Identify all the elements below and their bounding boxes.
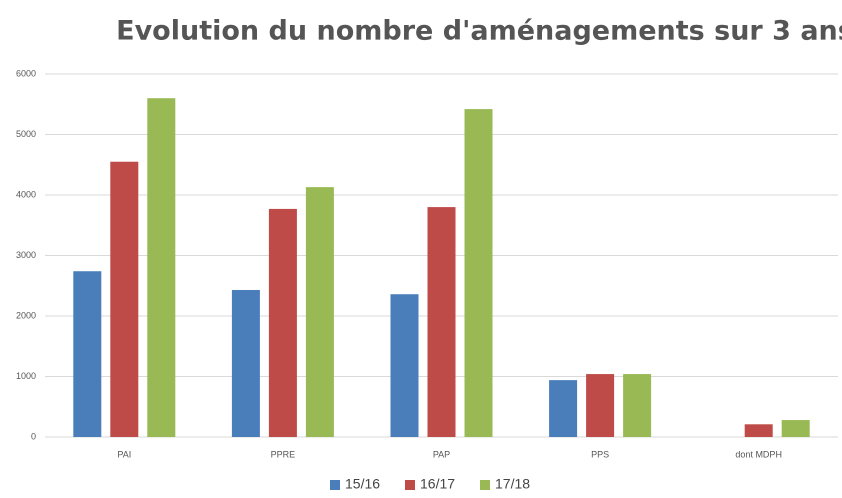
bar <box>268 208 297 437</box>
bar <box>390 294 419 437</box>
y-tick-label: 3000 <box>16 250 36 260</box>
bar <box>623 374 652 437</box>
x-tick-label: dont MDPH <box>735 449 782 459</box>
bar <box>464 109 493 437</box>
bar <box>305 187 334 437</box>
bar <box>231 289 260 437</box>
bar <box>586 374 615 437</box>
bar <box>744 424 773 437</box>
legend-swatch <box>480 480 490 490</box>
bar <box>110 161 139 437</box>
y-tick-label: 4000 <box>16 189 36 199</box>
legend-swatch <box>330 480 340 490</box>
bar <box>73 271 102 437</box>
chart-title: Evolution du nombre d'aménagements sur 3… <box>116 16 842 47</box>
y-tick-label: 5000 <box>16 129 36 139</box>
bar <box>549 380 578 437</box>
x-tick-label: PAI <box>117 449 131 459</box>
legend-label: 17/18 <box>495 476 530 492</box>
x-tick-label: PAP <box>433 449 450 459</box>
y-tick-label: 1000 <box>16 371 36 381</box>
x-tick-label: PPRE <box>271 449 296 459</box>
legend-swatch <box>405 480 415 490</box>
legend-label: 15/16 <box>345 476 380 492</box>
bar <box>781 420 810 437</box>
y-tick-label: 6000 <box>16 68 36 78</box>
legend-label: 16/17 <box>420 476 455 492</box>
bar <box>147 98 176 437</box>
x-tick-label: PPS <box>591 449 609 459</box>
y-tick-label: 2000 <box>16 310 36 320</box>
bar <box>427 207 456 437</box>
y-tick-label: 0 <box>31 431 36 441</box>
